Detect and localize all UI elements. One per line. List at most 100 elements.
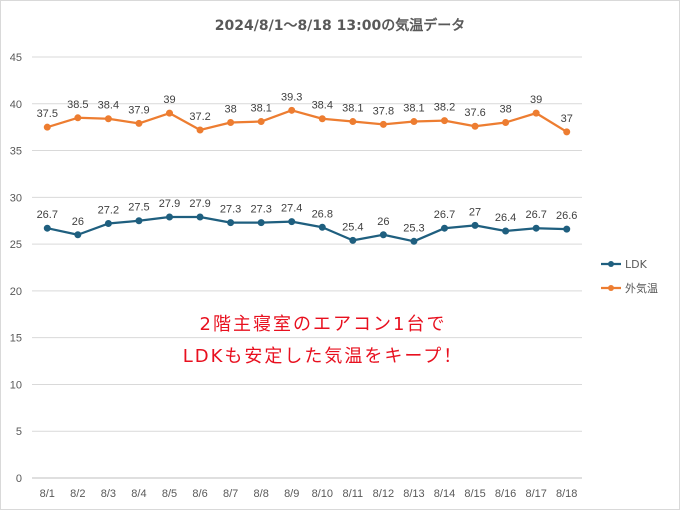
gridlines — [32, 56, 582, 479]
data-point — [318, 223, 326, 231]
data-label: 39 — [163, 94, 175, 106]
data-point — [104, 115, 112, 123]
data-point — [441, 117, 448, 125]
x-tick-label: 8/15 — [464, 488, 485, 500]
data-point — [502, 118, 510, 126]
data-label: 38.5 — [67, 99, 88, 111]
x-tick-label: 8/10 — [312, 488, 333, 500]
annotation: 2階主寝室のエアコン1台で LDKも安定した気温をキープ！ — [183, 314, 464, 367]
data-label: 27.5 — [128, 202, 149, 214]
data-point — [563, 128, 571, 136]
data-label: 37.8 — [373, 105, 394, 117]
y-tick-label: 45 — [10, 52, 22, 64]
data-label: 26.8 — [312, 208, 333, 220]
data-point — [349, 236, 357, 244]
data-label: 39.3 — [281, 91, 302, 103]
legend-entry: 外気温 — [625, 281, 658, 295]
x-tick-label: 8/6 — [192, 488, 207, 500]
x-tick-label: 8/7 — [223, 488, 238, 500]
x-tick-label: 8/18 — [556, 488, 577, 500]
data-point — [74, 114, 82, 122]
legend-swatch-marker — [608, 285, 614, 291]
data-label: 27.2 — [98, 205, 119, 217]
data-label: 38.4 — [98, 100, 119, 112]
y-tick-label: 35 — [10, 146, 22, 158]
y-tick-label: 20 — [10, 286, 22, 298]
data-label: 27.3 — [250, 204, 271, 216]
data-label: 38.1 — [403, 103, 424, 115]
data-label: 27 — [469, 206, 481, 218]
data-point — [441, 224, 448, 232]
axes: 0 5 10 15 20 25 30 35 40 45 8/1 8/2 8/3 8/4 8/5 8/6 8/7 8… — [10, 52, 578, 500]
data-label: 26.6 — [556, 210, 577, 222]
x-tick-label: 8/1 — [40, 488, 55, 500]
x-tick-label: 8/14 — [434, 488, 455, 500]
data-point — [196, 126, 204, 134]
y-tick-label: 5 — [16, 426, 22, 438]
data-point — [43, 224, 51, 232]
data-point — [74, 231, 82, 239]
x-tick-label: 8/17 — [525, 488, 546, 500]
data-label: 25.4 — [342, 221, 363, 233]
data-label: 27.3 — [220, 204, 241, 216]
x-tick-label: 8/9 — [284, 488, 299, 500]
y-tick-label: 40 — [10, 99, 22, 111]
data-point — [43, 123, 51, 131]
x-tick-label: 8/13 — [403, 488, 424, 500]
y-tick-label: 0 — [16, 473, 22, 485]
data-label: 27.9 — [159, 198, 180, 210]
series-line — [47, 215, 567, 243]
data-label: 38.1 — [342, 103, 363, 115]
data-label: 38.1 — [250, 103, 271, 115]
data-point — [257, 118, 265, 126]
data-label: 27.9 — [189, 198, 210, 210]
data-point — [318, 115, 326, 123]
data-point — [379, 120, 387, 128]
data-point — [471, 221, 479, 229]
data-label: 26.7 — [37, 209, 58, 221]
data-point — [196, 213, 204, 221]
data-point — [410, 237, 418, 245]
legend: LDK 外気温 — [601, 258, 658, 295]
data-point — [135, 217, 143, 225]
data-label: 26 — [377, 216, 389, 228]
y-tick-label: 15 — [10, 333, 22, 345]
data-label: 37.9 — [128, 104, 149, 116]
x-tick-label: 8/2 — [70, 488, 85, 500]
annotation-line-2: LDKも安定した気温をキープ！ — [183, 346, 464, 367]
data-label: 26 — [72, 216, 84, 228]
x-tick-label: 8/16 — [495, 488, 516, 500]
data-point — [410, 118, 418, 126]
x-tick-label: 8/12 — [373, 488, 394, 500]
data-point — [166, 109, 173, 117]
data-point — [288, 106, 296, 114]
data-point — [227, 118, 235, 126]
data-label: 37 — [561, 113, 573, 125]
data-label: 37.6 — [464, 107, 485, 119]
data-point — [563, 225, 571, 233]
data-label: 26.4 — [495, 212, 516, 224]
data-point — [471, 122, 479, 130]
data-point — [379, 231, 387, 239]
x-tick-label: 8/3 — [101, 488, 116, 500]
data-label: 38.2 — [434, 102, 455, 114]
x-tick-label: 8/11 — [343, 488, 364, 500]
data-point — [166, 213, 173, 221]
data-label: 37.5 — [37, 108, 58, 120]
chart-title: 2024/8/1～8/18 13:00の気温データ — [215, 17, 465, 34]
series-line — [46, 109, 568, 133]
data-label: 38 — [224, 103, 236, 115]
data-point — [349, 118, 357, 126]
series — [43, 106, 571, 245]
data-label: 38 — [499, 103, 511, 115]
data-point — [227, 219, 235, 227]
data-point — [135, 119, 143, 127]
data-label: 27.4 — [281, 203, 302, 215]
x-tick-label: 8/8 — [254, 488, 269, 500]
data-point — [288, 218, 296, 226]
data-labels: 26.7 26 27.2 27.5 27.9 27.9 27.3 27.3 27.4 26.8 25… — [37, 91, 578, 234]
data-point — [104, 220, 112, 228]
annotation-line-1: 2階主寝室のエアコン1台で — [200, 314, 447, 335]
